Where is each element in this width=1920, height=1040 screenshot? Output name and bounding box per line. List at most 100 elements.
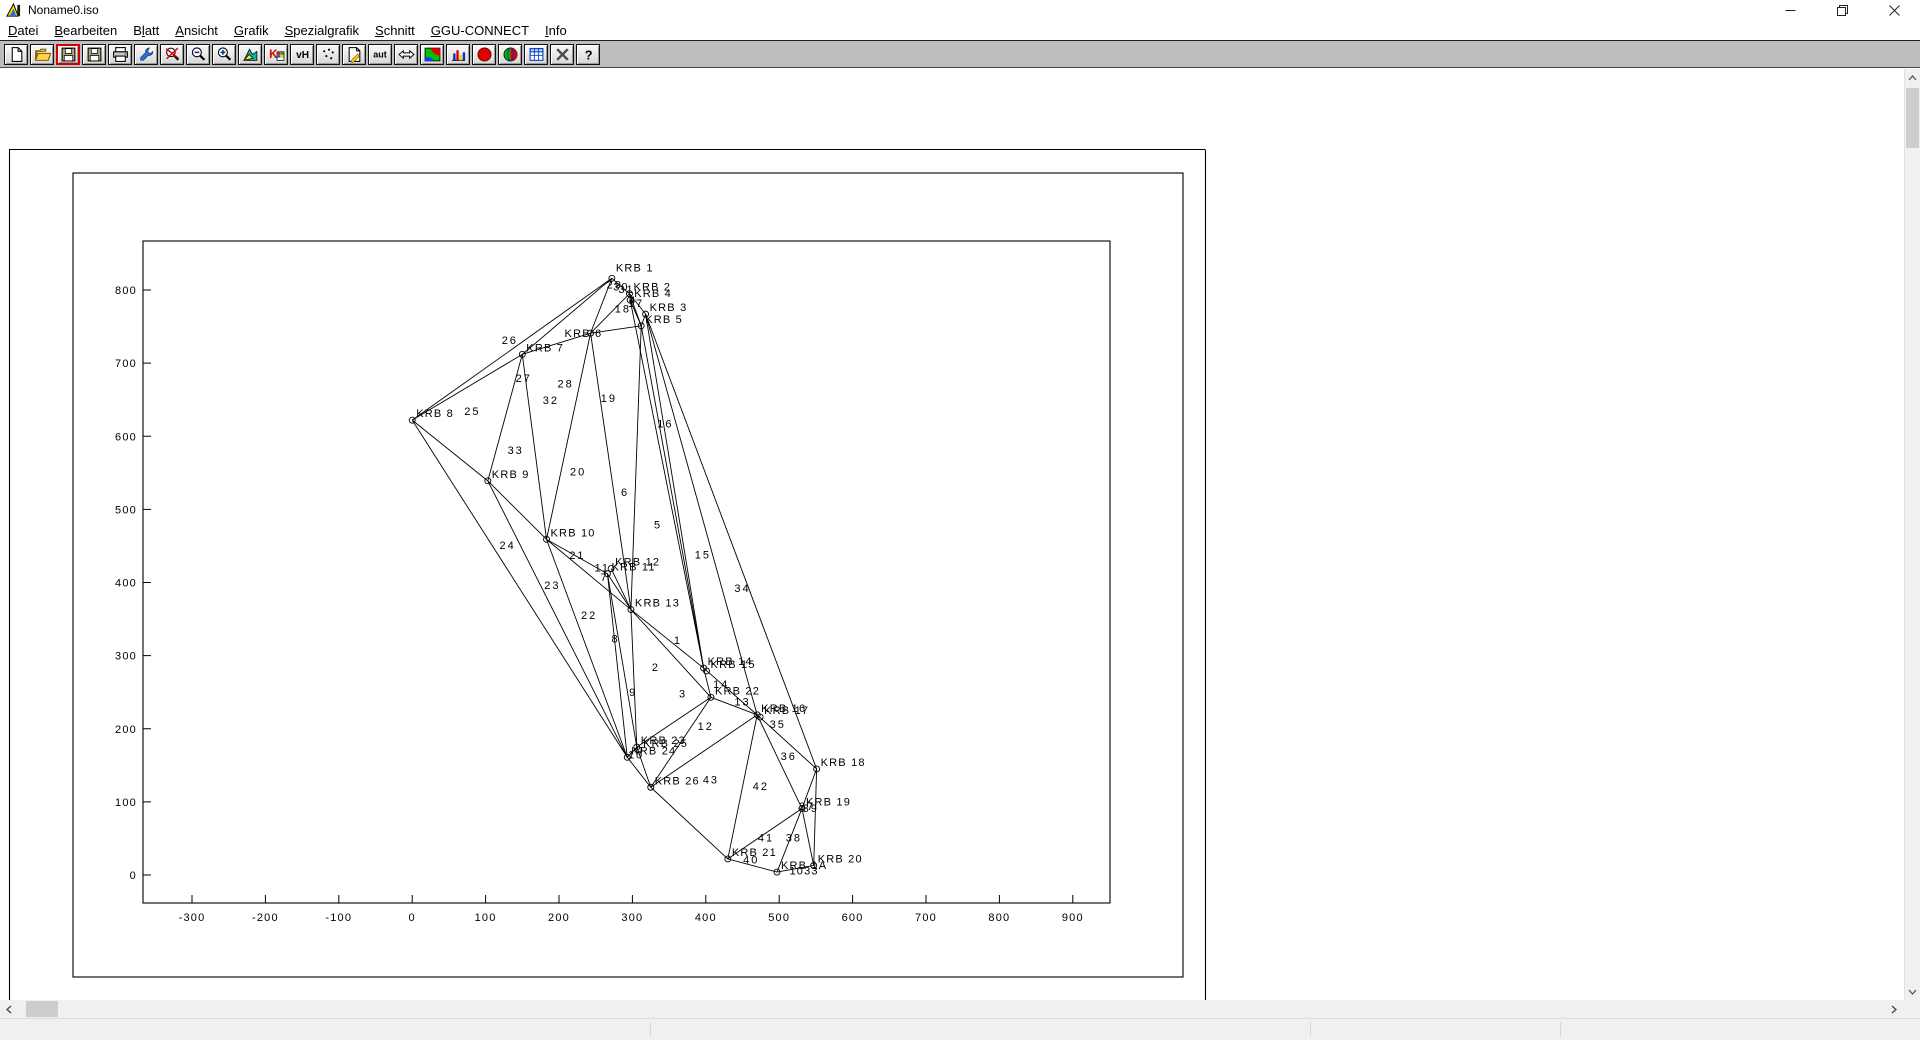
scroll-down-button[interactable] [1905, 983, 1920, 1000]
y-axis-label: 700 [115, 358, 137, 370]
aut-text-icon: aut [372, 46, 389, 63]
horizontal-scrollbar[interactable] [0, 1000, 1902, 1018]
isoline-map-button[interactable] [420, 43, 444, 65]
node-marker-8 [408, 416, 416, 424]
menu-item-grafik[interactable]: Grafik [233, 22, 269, 38]
y-axis-label: 0 [130, 870, 137, 882]
print-button[interactable] [108, 43, 132, 65]
node-label-6: KRB 6 [565, 328, 603, 340]
magnifier-minus-icon [190, 46, 207, 63]
mesh-edges [411, 277, 818, 873]
y-axis-label: 400 [115, 578, 137, 590]
value-table-button[interactable] [524, 43, 548, 65]
vh-mode-button[interactable]: vH [290, 43, 314, 65]
scroll-right-button[interactable] [1885, 1000, 1902, 1018]
triangle-number: 20 [570, 467, 586, 479]
inner-frame [72, 172, 1184, 978]
node-label-16: KRB 16 [761, 703, 806, 715]
node-label-17: KRB 17 [764, 705, 809, 717]
node-label-26: KRB 26 [655, 775, 700, 787]
zoom-cancel-button[interactable] [160, 43, 184, 65]
menu-item-spezialgrafik[interactable]: Spezialgrafik [284, 22, 360, 38]
circle-marker-button[interactable] [472, 43, 496, 65]
zoom-section-button[interactable] [238, 43, 262, 65]
vertical-scrollbar[interactable] [1904, 69, 1920, 1000]
node-label-23: KRB 23 [641, 735, 686, 747]
node-marker-24 [623, 753, 631, 761]
menu-item-blatt[interactable]: Blatt [133, 22, 160, 38]
swap-axes-button[interactable] [394, 43, 418, 65]
save-as-button[interactable] [82, 43, 106, 65]
double-arrow-icon [397, 46, 415, 63]
zoom-in-button[interactable] [212, 43, 236, 65]
minimize-button[interactable] [1764, 0, 1816, 20]
save-button[interactable] [56, 43, 80, 65]
triangle-number: 39 [803, 803, 819, 815]
open-folder-icon [34, 46, 51, 63]
triangle-number: 43 [703, 775, 719, 787]
x-axis-label: 300 [621, 912, 643, 924]
triangle-number: 30 [613, 282, 629, 294]
mesh-node-markers [408, 274, 821, 876]
node-label-22: KRB 22 [715, 685, 760, 697]
k-grid-icon: K [268, 46, 285, 63]
maximize-button[interactable] [1816, 0, 1868, 20]
menu-item-schnitt[interactable]: Schnitt [375, 22, 415, 38]
bar-chart-button[interactable] [446, 43, 470, 65]
magnifier-plus-icon [216, 46, 233, 63]
settings-button[interactable] [134, 43, 158, 65]
node-label-15: KRB 15 [711, 659, 756, 671]
triangle-number: 17 [628, 298, 644, 310]
table-grid-icon [528, 46, 545, 63]
scrollbar-corner [1902, 1000, 1920, 1018]
scroll-left-button[interactable] [0, 1000, 17, 1018]
help-button[interactable]: ? [576, 43, 600, 65]
cross-icon [554, 46, 571, 63]
close-button[interactable] [1868, 0, 1920, 20]
triangle-number: 14 [713, 679, 729, 691]
titlebar: Noname0.iso [0, 0, 1920, 20]
drawing-area[interactable]: -300 -200 -100 0 100 200 300 400 500 600 700 800 900… [0, 68, 1920, 1000]
sheet-borders [8, 148, 1207, 1000]
zoom-out-button[interactable] [186, 43, 210, 65]
triangle-number: 3 [679, 688, 687, 700]
node-label-3: KRB 3 [650, 302, 688, 314]
open-file-button[interactable] [30, 43, 54, 65]
copy-page-button[interactable] [342, 43, 366, 65]
x-axis-label: 700 [915, 912, 937, 924]
globe-icon [502, 46, 519, 63]
x-axis-label: -200 [252, 912, 279, 924]
globe-button[interactable] [498, 43, 522, 65]
menu-item-ggu-connect[interactable]: GGU-CONNECT [430, 22, 530, 38]
menu-item-bearbeiten[interactable]: Bearbeiten [54, 22, 118, 38]
node-marker-22 [707, 693, 715, 701]
triangle-number: 18 [615, 304, 631, 316]
vertical-scroll-thumb[interactable] [1906, 88, 1919, 148]
triangle-number: 22 [581, 610, 597, 622]
restore-icon [1836, 4, 1848, 16]
node-label-11: KRB 11 [611, 562, 655, 574]
window-title: Noname0.iso [28, 3, 99, 17]
node-label-10: KRB 10 [551, 527, 596, 539]
x-axis-label: 800 [988, 912, 1010, 924]
horizontal-scroll-thumb[interactable] [26, 1001, 58, 1017]
auto-mode-button[interactable]: aut [368, 43, 392, 65]
x-axis-label: 900 [1062, 912, 1084, 924]
axes: -300 -200 -100 0 100 200 300 400 500 600 700 800 900… [115, 285, 1084, 924]
triangle-number: 23 [544, 580, 560, 592]
triangle-number: 29 [607, 280, 623, 292]
node-marker-18 [813, 765, 821, 773]
y-axis-label: 600 [115, 431, 137, 443]
node-label-4: KRB 4 [634, 288, 672, 300]
y-axis-label: 300 [115, 651, 137, 663]
triangle-number: 15 [695, 549, 711, 561]
new-file-button[interactable] [4, 43, 28, 65]
menu-item-info[interactable]: Info [545, 22, 567, 38]
legend-button[interactable]: K [264, 43, 288, 65]
cut-button[interactable] [550, 43, 574, 65]
menu-item-ansicht[interactable]: Ansicht [175, 22, 218, 38]
scroll-up-button[interactable] [1905, 69, 1920, 86]
menu-item-datei[interactable]: Datei [8, 22, 39, 38]
node-marker-12 [607, 565, 615, 573]
points-button[interactable] [316, 43, 340, 65]
